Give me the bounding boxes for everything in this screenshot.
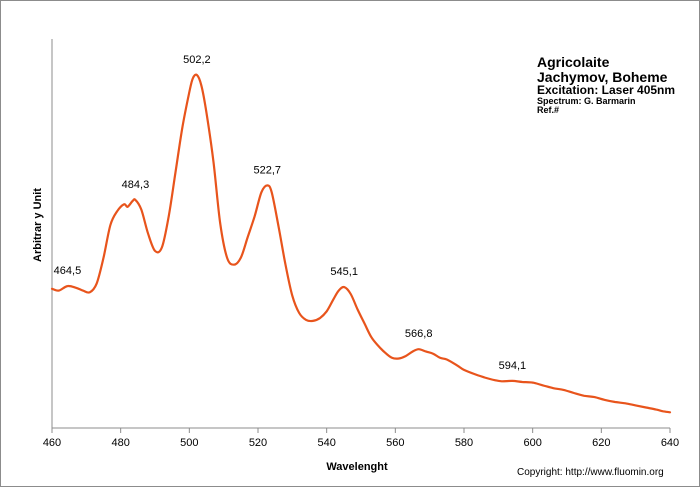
locality: Jachymov, Boheme: [537, 68, 668, 85]
x-ticks: [51, 428, 671, 433]
spectrum-credit: Spectrum: G. Barmarin: [537, 95, 636, 106]
x-tick-labels: 460 480 500 520 540 560 580 600 620 640: [43, 437, 679, 449]
spectrum-line: [50, 73, 672, 414]
peak-label: 594,1: [499, 360, 527, 372]
mineral-name: Agricolaite: [537, 54, 610, 70]
peak-label: 566,8: [405, 328, 433, 340]
peak-labels: 464,5 484,3 502,2 522,7 545,1 566,8 594,1: [54, 54, 526, 372]
x-tick-label: 480: [111, 437, 129, 449]
y-axis-title: Arbitrar y Unit: [32, 188, 44, 262]
x-tick-label: 600: [523, 437, 541, 449]
x-axis-title: Wavelenght: [326, 461, 388, 473]
x-tick-label: 460: [43, 437, 61, 449]
peak-label: 522,7: [254, 164, 282, 176]
x-tick-label: 500: [180, 437, 198, 449]
x-tick-label: 540: [317, 437, 335, 449]
x-tick-label: 640: [661, 437, 679, 449]
sample-info: Agricolaite Jachymov, Boheme Excitation:…: [537, 55, 675, 116]
x-tick-label: 560: [386, 437, 404, 449]
peak-label: 502,2: [183, 54, 211, 66]
x-tick-label: 520: [249, 437, 267, 449]
x-tick-label: 580: [455, 437, 473, 449]
peak-label: 484,3: [122, 179, 150, 191]
peak-label: 545,1: [330, 266, 358, 278]
copyright: Copyright: http://www.fluomin.org: [517, 467, 664, 478]
peak-label: 464,5: [54, 265, 82, 277]
excitation: Excitation: Laser 405nm: [537, 83, 676, 98]
x-tick-label: 620: [592, 437, 610, 449]
reference: Ref.#: [537, 105, 560, 116]
